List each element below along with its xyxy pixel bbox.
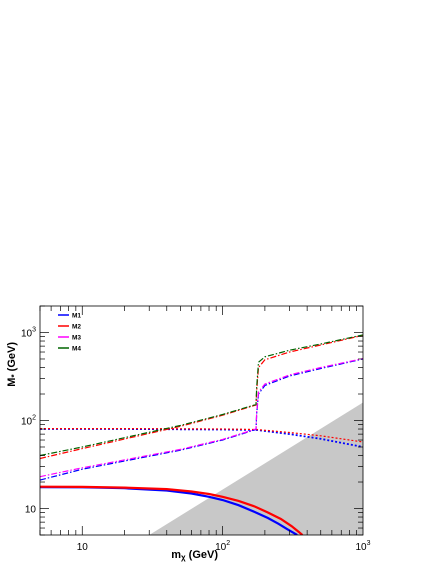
legend-label: M1	[72, 313, 81, 320]
x-tick-label: 102	[215, 540, 230, 553]
x-tick-label: 10	[77, 542, 89, 553]
series-line-4-dotted	[40, 428, 363, 443]
excluded-region	[149, 402, 363, 535]
x-axis-ticks: 10 102 103	[39, 306, 371, 553]
series-group	[40, 334, 363, 535]
legend-label: M3	[72, 335, 81, 342]
series-line-5-dashdot	[40, 358, 363, 481]
series-line-2-solid	[40, 485, 304, 535]
legend: M1 M2 M3 M4	[58, 313, 81, 353]
x-axis-title: mχ (GeV)	[171, 549, 218, 562]
excluded-region-fill	[149, 402, 363, 535]
x-tick-label: 103	[355, 540, 370, 553]
legend-label: M4	[72, 346, 81, 353]
legend-label: M2	[72, 324, 81, 331]
series-line-6-dashdot	[40, 358, 363, 478]
y-axis-title: M* (GeV)	[6, 342, 19, 387]
y-tick-label: 102	[21, 415, 36, 428]
y-axis-ticks: 10 102 103	[21, 305, 363, 536]
y-tick-label: 10	[25, 505, 37, 516]
y-tick-label: 103	[21, 326, 36, 339]
